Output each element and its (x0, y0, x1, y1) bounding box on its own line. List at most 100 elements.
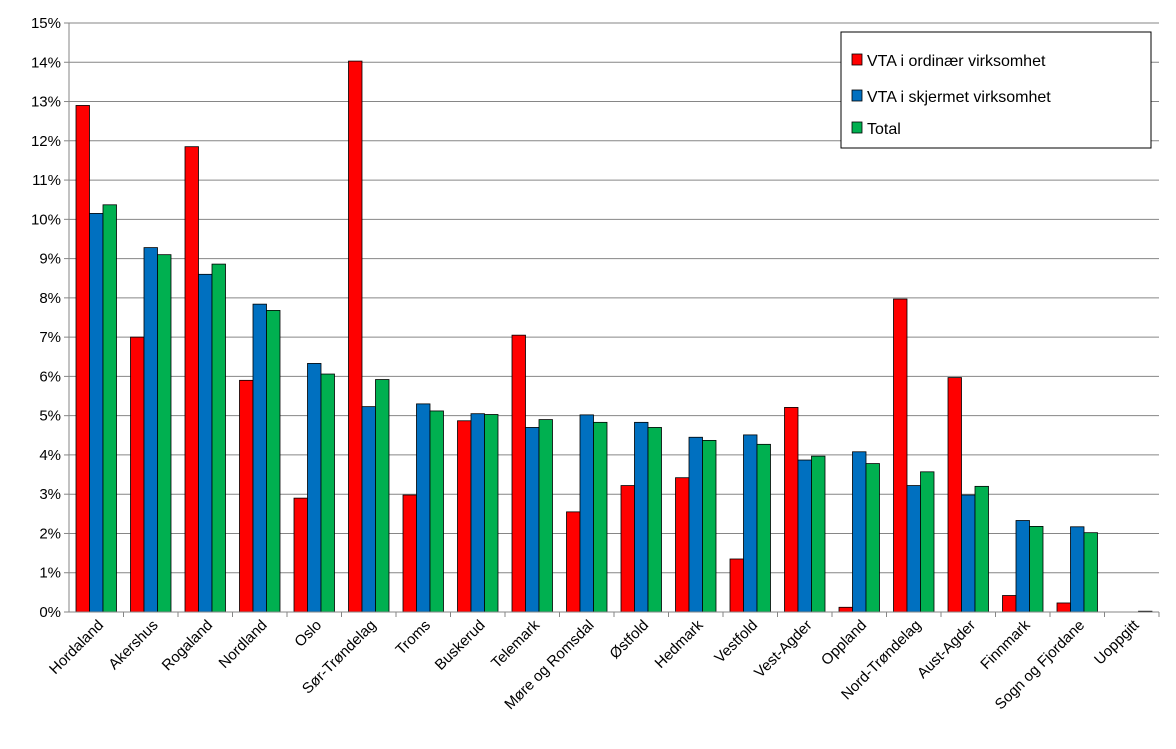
bar-series-0 (239, 379, 254, 613)
bar-series-2 (102, 204, 117, 613)
legend-box (840, 31, 1152, 149)
bar-series-2 (320, 373, 335, 613)
y-tick-label: 5% (39, 408, 61, 425)
bar-series-1 (906, 485, 921, 613)
bar-series-2 (920, 471, 935, 613)
bar-series-0 (130, 336, 145, 613)
bar-series-1 (688, 436, 703, 613)
bar-series-2 (756, 443, 771, 613)
bar-series-2 (647, 427, 662, 613)
bar-series-1 (743, 434, 758, 613)
bar-series-0 (457, 420, 472, 613)
bar-series-1 (634, 421, 649, 613)
x-tick-label: Buskerud (432, 617, 489, 674)
y-tick-label: 14% (31, 54, 61, 71)
y-tick-label: 10% (31, 211, 61, 228)
x-tick-label: Østfold (606, 617, 652, 663)
bar-series-1 (416, 403, 431, 613)
bar-series-0 (348, 60, 363, 613)
bar-series-0 (838, 606, 853, 613)
bar-series-2 (266, 310, 281, 613)
y-tick-label: 6% (39, 368, 61, 385)
y-tick-label: 0% (39, 604, 61, 621)
x-tick-label: Nordland (216, 617, 271, 672)
bar-series-2 (538, 419, 553, 613)
bar-series-2 (1029, 526, 1044, 613)
bar-series-2 (1083, 532, 1098, 613)
bar-series-2 (211, 263, 226, 613)
x-tick-label: Rogaland (159, 617, 216, 674)
bar-series-1 (252, 303, 267, 613)
bar-series-0 (566, 511, 581, 613)
bar-series-0 (75, 105, 90, 613)
bar-series-1 (961, 494, 976, 613)
bar-series-1 (361, 406, 376, 613)
bar-series-2 (865, 463, 880, 613)
bar-series-1 (1015, 520, 1030, 613)
legend-label-series-2: Total (867, 121, 901, 138)
bar-series-2 (429, 410, 444, 613)
x-tick-label: Telemark (488, 616, 543, 671)
bar-series-2 (157, 254, 172, 613)
legend-label-series-1: VTA i skjermet virksomhet (867, 89, 1051, 106)
bar-series-2 (702, 439, 717, 613)
y-tick-labels: 0% 1% 2% 3% 4% 5% 6% 7% 8% 9% 10% 11% 12% 13% 14% 15% (31, 15, 61, 621)
axes (64, 22, 1160, 617)
bar-series-1 (470, 413, 485, 613)
bar-series-0 (184, 146, 199, 613)
bar-series-1 (198, 273, 213, 613)
bar-series-1 (579, 414, 594, 613)
y-tick-label: 2% (39, 525, 61, 542)
bar-series-0 (402, 494, 417, 613)
bar-series-0 (893, 298, 908, 613)
x-tick-label: Uoppgitt (1091, 616, 1143, 668)
bar-series-0 (1002, 595, 1017, 613)
x-tick-label: Troms (392, 617, 434, 659)
legend: VTA i ordinær virksomhet VTA i skjermet … (840, 31, 1152, 149)
legend-swatch-series-0 (851, 53, 863, 66)
y-tick-label: 13% (31, 94, 61, 111)
x-tick-label: Vest-Agder (751, 617, 816, 682)
bar-series-1 (852, 451, 867, 613)
bar-series-1 (525, 427, 540, 613)
legend-label-series-0: VTA i ordinær virksomhet (867, 53, 1046, 70)
bar-series-0 (511, 334, 526, 613)
bar-series-1 (1070, 526, 1085, 613)
bar-series-2 (484, 414, 499, 613)
x-tick-label: Aust-Agder (914, 617, 979, 682)
x-tick-label: Finnmark (977, 616, 1034, 673)
x-tick-label: Oppland (818, 617, 870, 669)
bar-series-0 (620, 485, 635, 613)
x-tick-label: Akershus (105, 617, 161, 673)
bar-series-2 (974, 485, 989, 613)
bar-series-0 (729, 558, 744, 613)
legend-swatch-series-1 (851, 89, 863, 102)
y-tick-label: 8% (39, 290, 61, 307)
bar-series-0 (784, 407, 799, 613)
y-tick-label: 7% (39, 329, 61, 346)
y-tick-label: 12% (31, 133, 61, 150)
x-tick-label: Hedmark (652, 616, 707, 671)
bar-series-2 (593, 421, 608, 613)
bar-series-1 (143, 247, 158, 613)
y-tick-label: 15% (31, 15, 61, 32)
bar-series-0 (1056, 602, 1071, 613)
y-tick-label: 9% (39, 251, 61, 268)
y-tick-label: 3% (39, 486, 61, 503)
x-tick-label: Vestfold (711, 617, 761, 667)
bar-series-2 (811, 455, 826, 613)
bar-series-0 (293, 497, 308, 613)
x-tick-label: Oslo (291, 617, 325, 651)
bar-series-1 (307, 363, 322, 613)
bar-series-2 (375, 379, 390, 613)
y-tick-label: 11% (32, 172, 61, 189)
y-tick-label: 1% (39, 565, 61, 582)
legend-swatch-series-2 (851, 121, 863, 134)
x-tick-label: Hordaland (46, 617, 107, 678)
y-tick-label: 4% (39, 447, 61, 464)
bar-series-0 (675, 477, 690, 613)
bar-series-1 (89, 213, 104, 613)
bar-series-1 (797, 459, 812, 613)
